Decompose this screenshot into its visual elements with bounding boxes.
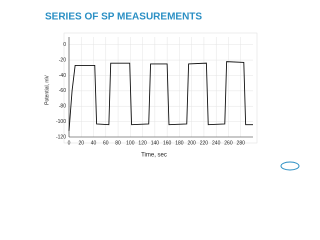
- x-tick-label: 260: [224, 140, 233, 146]
- data-line: [68, 61, 253, 131]
- slide: SERIES OF SP MEASUREMENTS Time, sec Pote…: [44, 11, 300, 171]
- y-tick-label: -60: [59, 88, 66, 94]
- x-tick-label: 220: [200, 140, 209, 146]
- x-tick-label: 40: [91, 140, 97, 146]
- chart-frame: [63, 32, 258, 144]
- y-tick-label: 0: [63, 42, 66, 48]
- x-tick-label: 60: [103, 140, 109, 146]
- x-tick-label: 180: [175, 140, 184, 146]
- x-tick-label: 100: [126, 140, 135, 146]
- x-tick-label: 160: [163, 140, 172, 146]
- y-tick-label: -80: [59, 104, 66, 110]
- x-tick-label: 0: [68, 140, 71, 146]
- y-tick-label: -120: [56, 134, 66, 140]
- x-tick-label: 120: [138, 140, 147, 146]
- x-tick-label: 140: [151, 140, 160, 146]
- x-tick-label: 200: [187, 140, 196, 146]
- logo: [280, 161, 300, 171]
- x-tick-label: 80: [115, 140, 121, 146]
- slide-title: SERIES OF SP MEASUREMENTS: [45, 12, 202, 23]
- x-tick-label: 240: [212, 140, 221, 146]
- y-tick-label: -20: [59, 57, 66, 63]
- y-axis-label: Potential, mV: [44, 74, 50, 104]
- page: {"chart_data": {"type": "line", "title":…: [44, 11, 300, 171]
- y-tick-label: -100: [56, 119, 66, 125]
- y-tick-label: -40: [59, 73, 66, 79]
- x-axis-label: Time, sec: [141, 153, 167, 159]
- logo-ring: [280, 161, 300, 171]
- x-tick-label: 280: [237, 140, 246, 146]
- x-tick-label: 20: [78, 140, 84, 146]
